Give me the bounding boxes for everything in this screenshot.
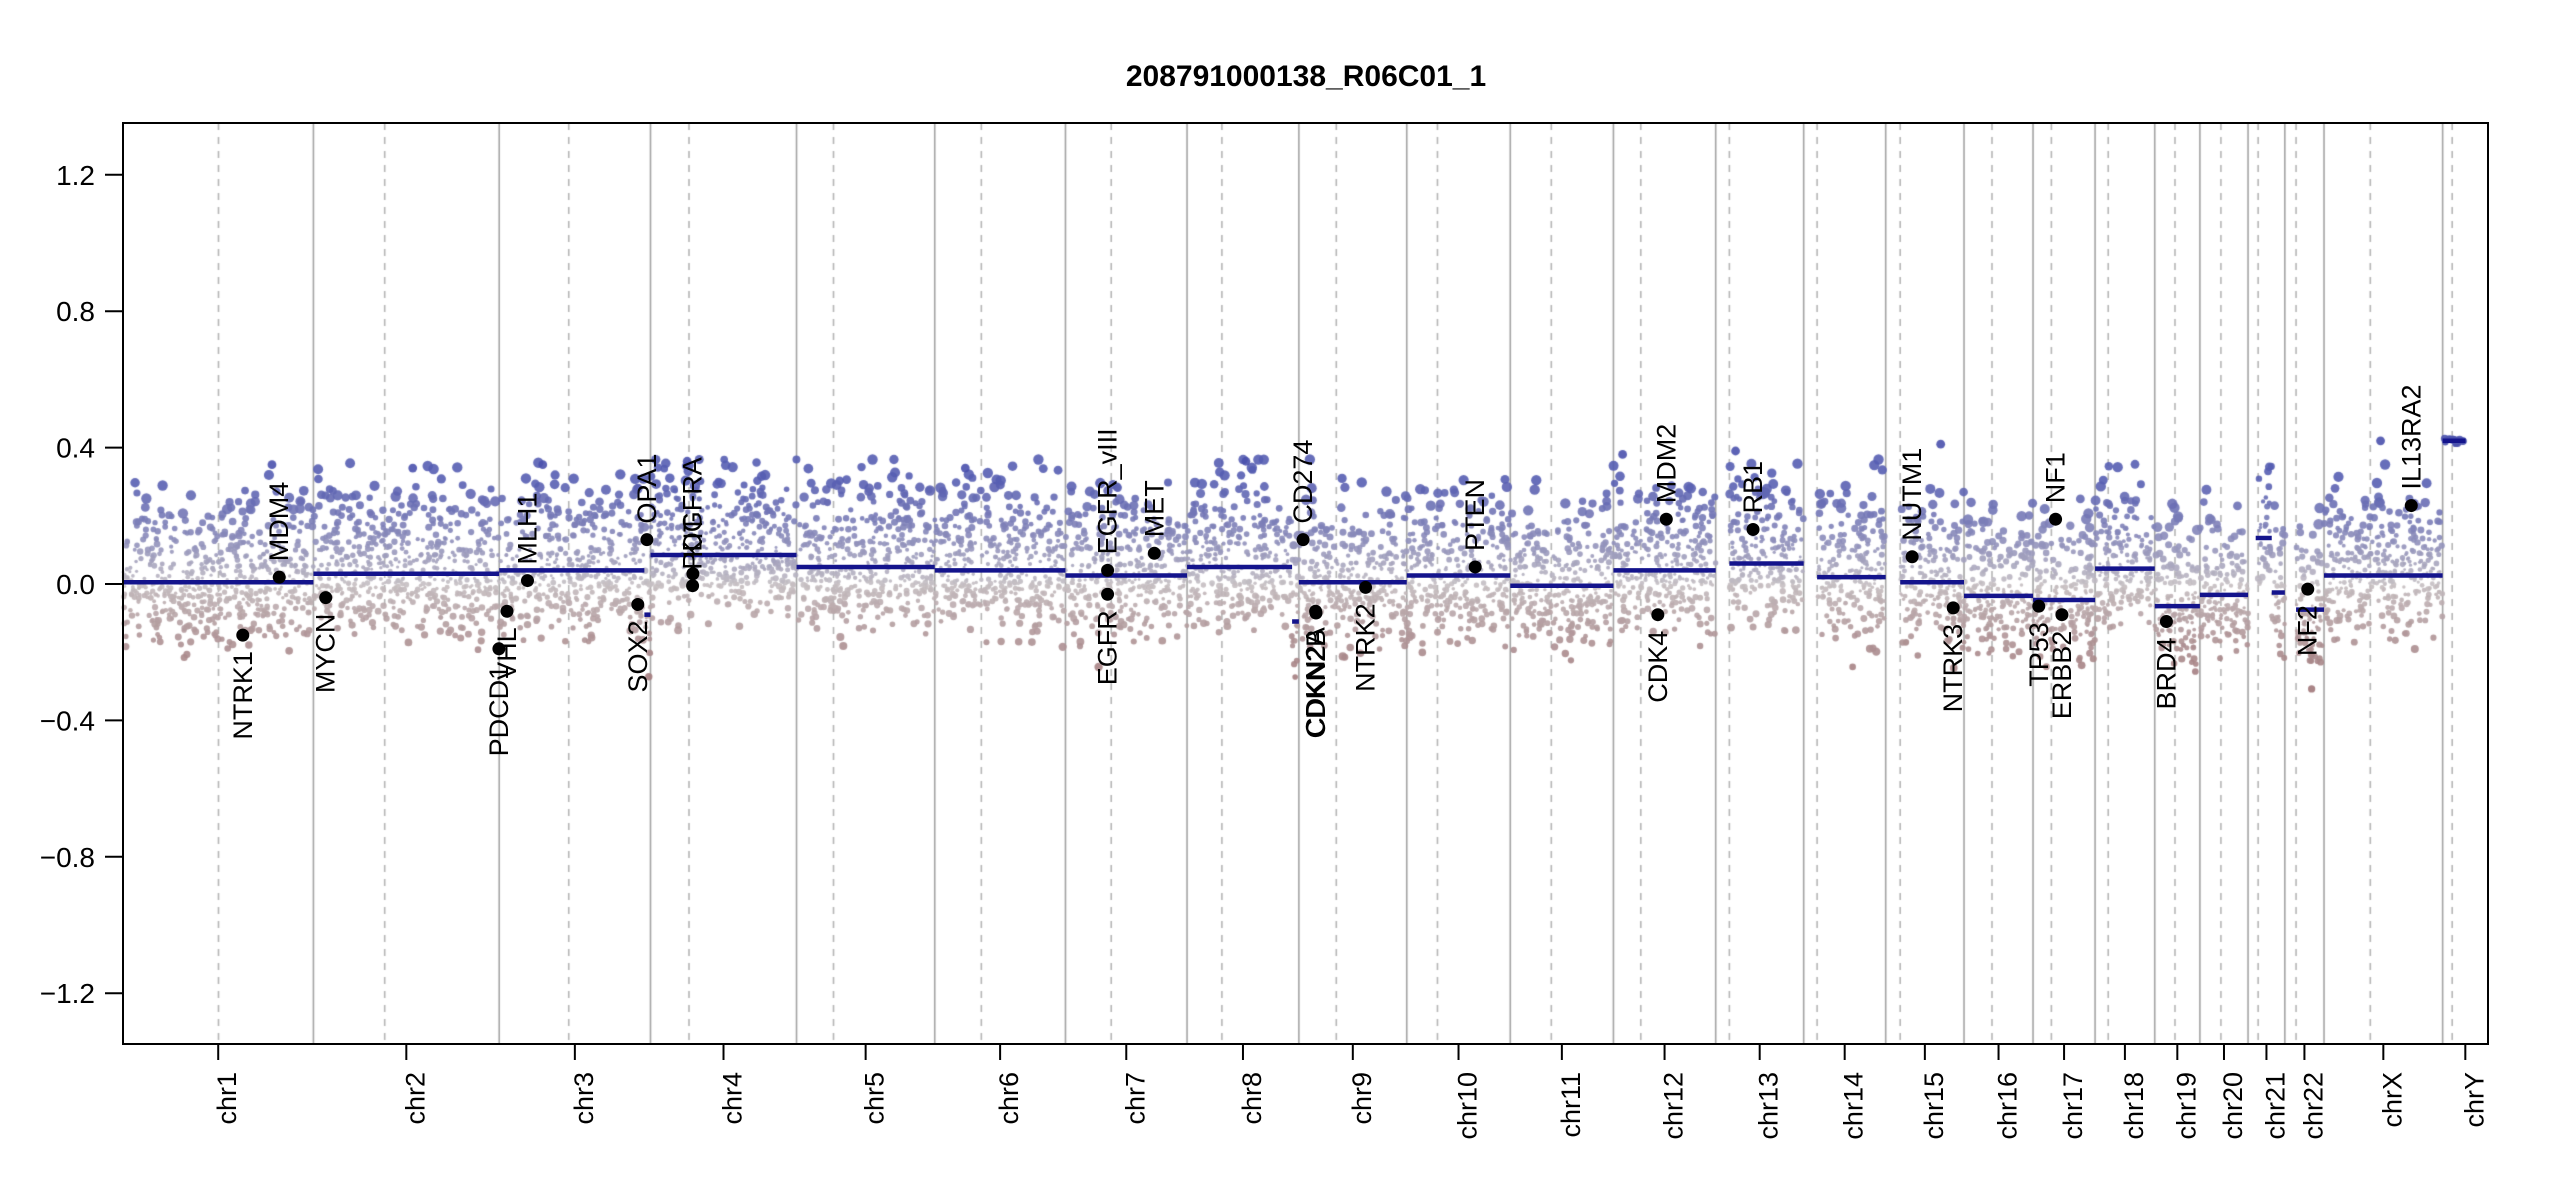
x-tick-label-chr21: chr21 — [2260, 1072, 2290, 1140]
y-tick-label: 1.2 — [56, 160, 95, 191]
gene-label-EGFR: EGFR — [1093, 610, 1123, 685]
gene-dot-NF2 — [2301, 582, 2315, 596]
x-tick-label-chr13: chr13 — [1754, 1072, 1784, 1140]
chart-title: 208791000138_R06C01_1 — [1126, 60, 1486, 93]
gene-dot-KIT — [686, 567, 700, 581]
gene-label-OPA1: OPA1 — [632, 454, 662, 524]
axes-and-ticks — [105, 122, 2489, 1060]
x-tick-label-chrY: chrY — [2459, 1072, 2489, 1128]
gene-dot-IL13RA2 — [2404, 499, 2418, 513]
gene-label-SOX2: SOX2 — [623, 620, 653, 692]
gene-dot-MET — [1147, 546, 1161, 560]
gene-label-PTEN: PTEN — [1460, 479, 1490, 551]
x-tick-label-chr15: chr15 — [1919, 1072, 1949, 1140]
gene-dot-RB1 — [1746, 522, 1760, 536]
gene-label-NF2: NF2 — [2293, 605, 2323, 656]
segment-lines — [123, 438, 2466, 624]
gene-label-NTRK1: NTRK1 — [228, 651, 258, 740]
gene-dot-MDM2 — [1659, 512, 1673, 526]
x-tick-label-chrX: chrX — [2377, 1072, 2407, 1128]
x-tick-label-chr16: chr16 — [1993, 1072, 2023, 1140]
gene-label-TP53: TP53 — [2024, 622, 2054, 687]
x-tick-label-chr22: chr22 — [2298, 1072, 2328, 1140]
gene-dot-VHL — [500, 604, 514, 618]
x-tick-label-chr4: chr4 — [718, 1072, 748, 1125]
gene-dot-EGFR — [1101, 587, 1115, 601]
gene-label-ERBB2: ERBB2 — [2047, 631, 2077, 720]
gene-label-BRD4: BRD4 — [2151, 638, 2181, 710]
gene-label-NTRK3: NTRK3 — [1938, 624, 1968, 713]
x-axis-chromosome-labels: chr1 chr2 chr3 chr4 chr5 chr6 chr7 chr8 chr9 chr1… — [212, 1072, 2489, 1140]
gene-label-CDK4: CDK4 — [1643, 631, 1673, 703]
gene-label-CDKN2B: CDKN2B — [1301, 629, 1331, 739]
y-tick-label: −0.4 — [40, 705, 95, 736]
gene-dot-PDGFRA — [686, 579, 700, 593]
x-tick-label-chr2: chr2 — [400, 1072, 430, 1125]
gene-label-MDM4: MDM4 — [264, 482, 294, 562]
gene-label-CD274: CD274 — [1288, 440, 1318, 524]
x-tick-label-chr12: chr12 — [1659, 1072, 1689, 1140]
gene-dot-PTEN — [1468, 560, 1482, 574]
x-tick-label-chr18: chr18 — [2119, 1072, 2149, 1140]
y-tick-label: −0.8 — [40, 842, 95, 873]
x-tick-label-chr6: chr6 — [994, 1072, 1024, 1125]
x-tick-label-chr20: chr20 — [2218, 1072, 2248, 1140]
gene-dot-NUTM1 — [1905, 550, 1919, 564]
gene-label-MYCN: MYCN — [311, 614, 341, 694]
y-tick-label: 0.8 — [56, 296, 95, 327]
x-tick-label-chr7: chr7 — [1120, 1072, 1150, 1125]
x-tick-label-chr11: chr11 — [1556, 1072, 1586, 1138]
x-tick-label-chr3: chr3 — [569, 1072, 599, 1125]
x-tick-label-chr17: chr17 — [2058, 1072, 2088, 1140]
gene-dot-SOX2 — [631, 597, 645, 611]
gene-label-KIT: KIT — [678, 516, 708, 558]
y-tick-label: 0.4 — [56, 433, 95, 464]
x-tick-label-chr19: chr19 — [2171, 1072, 2201, 1140]
gene-dot-MYCN — [319, 591, 333, 605]
gene-label-NF1: NF1 — [2041, 452, 2071, 503]
gene-label-RB1: RB1 — [1738, 461, 1768, 514]
x-tick-label-chr10: chr10 — [1453, 1072, 1483, 1140]
y-axis-tick-labels: 1.2 0.8 0.4 0.0 −0.4 −0.8 −1.2 — [40, 160, 95, 1009]
gene-dot-MDM4 — [272, 570, 286, 584]
gene-dot-EGFR_vIII — [1101, 563, 1115, 577]
y-tick-label: −1.2 — [40, 978, 95, 1009]
x-tick-label-chr5: chr5 — [860, 1072, 890, 1125]
gene-label-NTRK2: NTRK2 — [1351, 603, 1381, 692]
gene-dot-TP53 — [2032, 599, 2046, 613]
x-tick-label-chr9: chr9 — [1347, 1072, 1377, 1125]
gene-label-NUTM1: NUTM1 — [1897, 448, 1927, 541]
gene-label-PDCD1: PDCD1 — [484, 665, 514, 757]
gene-dot-OPA1 — [640, 533, 654, 547]
gene-dot-NF1 — [2049, 512, 2063, 526]
gene-dot-BRD4 — [2159, 615, 2173, 629]
gene-label-IL13RA2: IL13RA2 — [2396, 384, 2426, 489]
gene-label-MLH1: MLH1 — [512, 493, 542, 565]
gene-dot-CDK4 — [1651, 608, 1665, 622]
gene-label-EGFR_vIII: EGFR_vIII — [1093, 428, 1123, 554]
gene-label-VHL: VHL — [492, 627, 522, 680]
gene-label-MDM2: MDM2 — [1651, 424, 1681, 504]
gene-dot-CDKN2B — [1309, 606, 1323, 620]
gene-dot-PDCD1 — [492, 642, 506, 656]
gene-dot-NTRK1 — [236, 628, 250, 642]
x-tick-label-chr14: chr14 — [1839, 1072, 1869, 1140]
gene-dot-MLH1 — [520, 574, 534, 588]
x-tick-label-chr8: chr8 — [1237, 1072, 1267, 1125]
gene-dot-NTRK2 — [1359, 580, 1373, 594]
gene-dot-ERBB2 — [2055, 608, 2069, 622]
gene-label-CDKN2A: CDKN2A — [1301, 627, 1331, 737]
x-tick-label-chr1: chr1 — [212, 1072, 242, 1125]
y-tick-label: 0.0 — [56, 569, 95, 600]
gene-label-PDGFRA: PDGFRA — [678, 457, 708, 570]
gene-dot-CD274 — [1296, 533, 1310, 547]
gene-label-MET: MET — [1139, 480, 1169, 537]
gene-dot-NTRK3 — [1946, 601, 1960, 615]
